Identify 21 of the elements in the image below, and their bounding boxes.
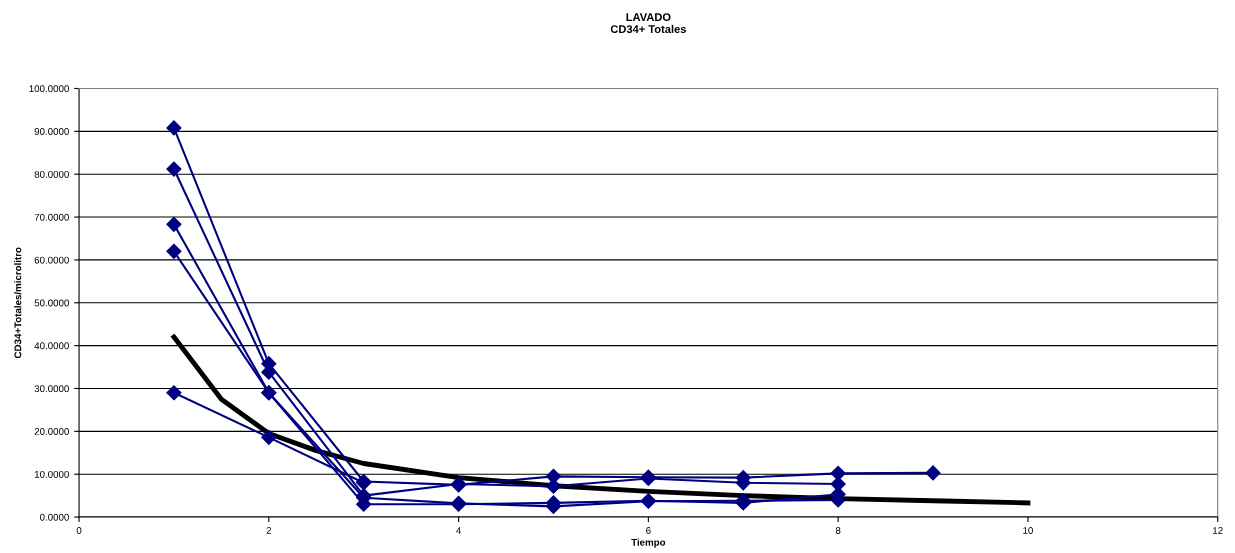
chart-title: LAVADO CD34+ Totales bbox=[610, 13, 686, 34]
y-tick-label: 70.0000 bbox=[34, 213, 69, 221]
x-tick-label: 8 bbox=[835, 527, 841, 534]
y-tick-label: 90.0000 bbox=[34, 128, 69, 135]
y-tick-label: 40.0000 bbox=[34, 342, 69, 350]
x-tick-label: 6 bbox=[646, 527, 651, 534]
y-tick-label: 20.0000 bbox=[34, 428, 69, 435]
x-tick-label: 0 bbox=[76, 527, 82, 534]
y-tick-label: 100.0000 bbox=[29, 85, 69, 93]
y-tick-label: 50.0000 bbox=[34, 299, 69, 307]
y-tick-label: 30.0000 bbox=[34, 385, 69, 393]
x-tick-label: 12 bbox=[1213, 527, 1223, 534]
x-axis-title: Tiempo bbox=[631, 538, 666, 548]
y-tick-label: 80.0000 bbox=[34, 170, 69, 178]
x-tick-label: 2 bbox=[266, 527, 272, 534]
y-axis-title: CD34+Totales/microlitro bbox=[14, 247, 22, 359]
y-tick-label: 0.0000 bbox=[39, 513, 69, 521]
y-tick-label: 60.0000 bbox=[34, 256, 69, 264]
x-tick-label: 10 bbox=[1023, 527, 1033, 534]
y-tick-label: 10.0000 bbox=[34, 470, 69, 478]
x-tick-label: 4 bbox=[456, 527, 462, 534]
